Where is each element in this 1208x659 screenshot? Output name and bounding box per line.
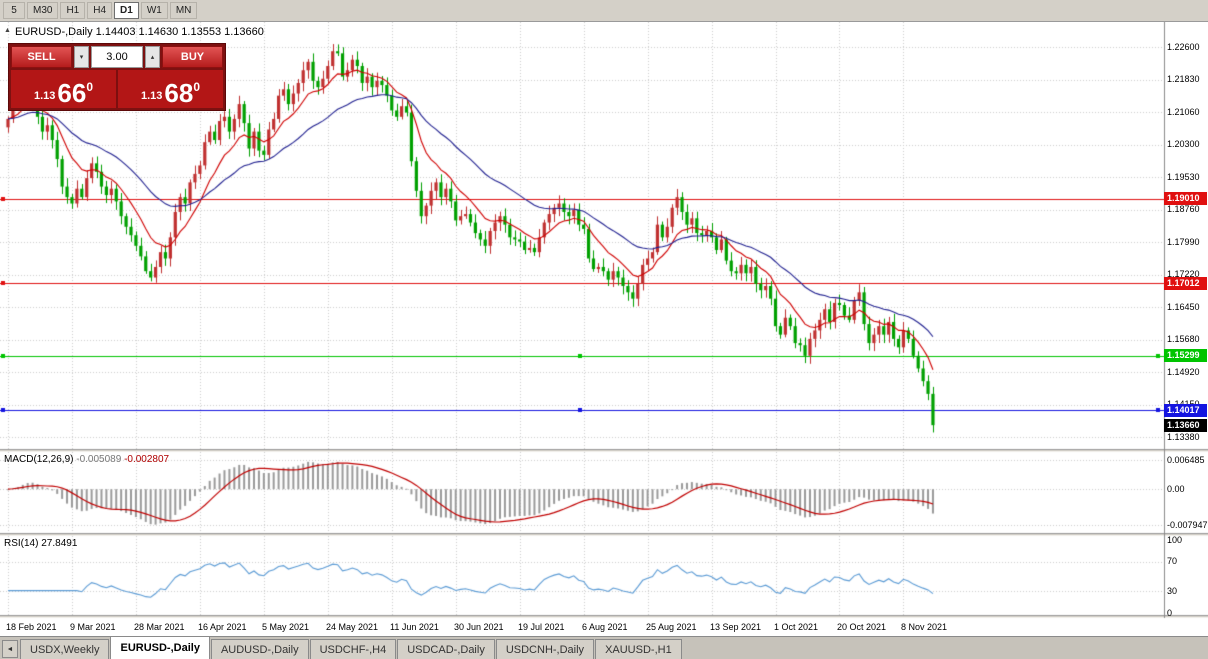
date-axis-label: 11 Jun 2021 (390, 622, 439, 632)
trade-panel-prices: 1.13 66 0 1.13 68 0 (11, 70, 223, 108)
price-axis-label: 1.17990 (1167, 237, 1200, 247)
price-line-badge-resistance-upper: 1.19010 (1164, 192, 1207, 205)
ask-pips: 68 (164, 78, 194, 108)
lot-decrease-icon[interactable]: ▾ (74, 46, 89, 68)
price-axis-label: 1.13380 (1167, 432, 1200, 442)
price-axis-label: 1.15680 (1167, 334, 1200, 344)
macd-name: MACD(12,26,9) (4, 454, 74, 465)
chart-tab-audusd-daily[interactable]: AUDUSD-,Daily (210, 639, 309, 659)
ask-prefix: 1.13 (140, 90, 163, 102)
date-axis-label: 24 May 2021 (326, 622, 379, 632)
date-axis-label: 9 Mar 2021 (70, 622, 116, 632)
timeframe-w1[interactable]: W1 (140, 2, 168, 19)
one-click-collapse-icon[interactable]: ▲ (2, 25, 13, 36)
price-line-badge-support-green: 1.15299 (1164, 349, 1207, 362)
price-axis-label: 1.20300 (1167, 139, 1200, 149)
date-axis-label: 6 Aug 2021 (582, 622, 628, 632)
chart-tab-bar: ◄ USDX,Weekly EURUSD-,Daily AUDUSD-,Daily US… (0, 636, 1208, 659)
chart-area: ▲ EURUSD-,Daily 1.14403 1.14630 1.13553 … (0, 22, 1208, 636)
rsi-indicator-label: RSI(14) 27.8491 (4, 538, 77, 549)
macd-axis-label: -0.007947 (1167, 520, 1208, 530)
price-axis-label: 1.21060 (1167, 107, 1200, 117)
chart-tab-usdcad-daily[interactable]: USDCAD-,Daily (397, 639, 495, 659)
buy-button[interactable]: BUY (162, 46, 223, 68)
price-line-badge-support-blue: 1.14017 (1164, 404, 1207, 417)
macd-axis-label: 0.006485 (1167, 455, 1205, 465)
price-divider (116, 70, 118, 108)
lot-increase-icon[interactable]: ▴ (145, 46, 160, 68)
bid-pips: 66 (57, 78, 87, 108)
timeframe-toolbar: 5 M30 H1 H4 D1 W1 MN (0, 0, 1208, 22)
date-axis-label: 18 Feb 2021 (6, 622, 57, 632)
date-axis-label: 16 Apr 2021 (198, 622, 247, 632)
date-axis-label: 25 Aug 2021 (646, 622, 697, 632)
bid-price-display[interactable]: 1.13 66 0 (11, 70, 116, 108)
date-axis-label: 30 Jun 2021 (454, 622, 504, 632)
chart-tab-xauusd-h1[interactable]: XAUUSD-,H1 (595, 639, 682, 659)
bid-prefix: 1.13 (33, 90, 56, 102)
price-axis-label: 1.14920 (1167, 367, 1200, 377)
timeframe-mn[interactable]: MN (169, 2, 198, 19)
bid-fraction: 0 (86, 80, 94, 94)
macd-value-main: -0.005089 (76, 454, 122, 465)
chart-tab-usdcnh-daily[interactable]: USDCNH-,Daily (495, 639, 595, 659)
rsi-axis-label: 100 (1167, 535, 1183, 545)
price-axis-label: 1.21830 (1167, 74, 1200, 84)
date-axis-label: 13 Sep 2021 (710, 622, 762, 632)
chart-tab-eurusd-daily[interactable]: EURUSD-,Daily (110, 636, 210, 659)
price-line-badge-resistance-mid: 1.17012 (1164, 277, 1207, 290)
ask-fraction: 0 (193, 80, 201, 94)
date-axis-label: 8 Nov 2021 (901, 622, 948, 632)
date-axis-label: 28 Mar 2021 (134, 622, 185, 632)
price-axis-label: 1.19530 (1167, 172, 1200, 182)
date-axis-label: 1 Oct 2021 (774, 622, 819, 632)
rsi-axis-label: 70 (1167, 556, 1178, 566)
date-axis-label: 5 May 2021 (262, 622, 310, 632)
sell-button[interactable]: SELL (11, 46, 72, 68)
date-axis-label: 19 Jul 2021 (518, 622, 565, 632)
price-chart-canvas[interactable] (0, 22, 1208, 636)
lot-size-input[interactable] (91, 46, 143, 68)
tab-scroll-left-icon[interactable]: ◄ (2, 640, 18, 658)
timeframe-h1[interactable]: H1 (60, 2, 86, 19)
price-axis-label: 1.16450 (1167, 302, 1200, 312)
date-axis-label: 20 Oct 2021 (837, 622, 887, 632)
price-axis-label: 1.22600 (1167, 42, 1200, 52)
chart-tab-usdx-weekly[interactable]: USDX,Weekly (20, 639, 110, 659)
timeframe-d1[interactable]: D1 (114, 2, 139, 19)
rsi-axis-label: 30 (1167, 586, 1178, 596)
macd-indicator-label: MACD(12,26,9) -0.005089 -0.002807 (4, 454, 169, 465)
price-axis-label: 1.17220 (1167, 269, 1200, 279)
price-axis-label: 1.18760 (1167, 204, 1200, 214)
chart-ohlc-title: EURUSD-,Daily 1.14403 1.14630 1.13553 1.… (15, 26, 264, 38)
macd-value-signal: -0.002807 (124, 454, 170, 465)
price-line-badge-bid-price: 1.13660 (1164, 419, 1207, 432)
rsi-axis-label: 0 (1167, 608, 1173, 618)
timeframe-m30[interactable]: M30 (27, 2, 59, 19)
trade-panel-controls: SELL ▾ ▴ BUY (11, 46, 223, 68)
rsi-value: 27.8491 (41, 538, 78, 549)
ask-price-display[interactable]: 1.13 68 0 (118, 70, 223, 108)
timeframe-h4[interactable]: H4 (87, 2, 113, 19)
chart-tab-usdchf-h4[interactable]: USDCHF-,H4 (309, 639, 397, 659)
rsi-name: RSI(14) (4, 538, 39, 549)
macd-axis-label: 0.00 (1167, 484, 1185, 494)
timeframe-5[interactable]: 5 (3, 2, 25, 19)
